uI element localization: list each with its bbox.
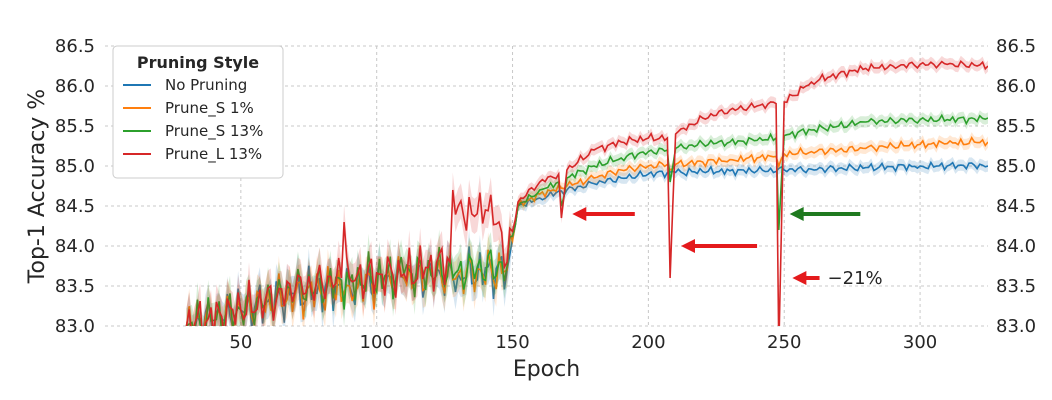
arrow-label-3: −21%: [828, 268, 883, 289]
x-tick-label: 250: [767, 332, 801, 353]
series-band-0: [186, 156, 988, 326]
y-tick-label-right: 83.5: [996, 276, 1036, 297]
x-tick-label: 150: [495, 332, 529, 353]
grid: [105, 45, 988, 327]
x-tick-label: 200: [631, 332, 665, 353]
x-axis-title: Epoch: [513, 357, 580, 382]
legend-label-1: Prune_S 1%: [165, 99, 254, 118]
legend-box: [112, 45, 284, 179]
y-tick-label-right: 86.5: [996, 36, 1036, 57]
y-tick-label: 86.5: [55, 36, 95, 57]
y-tick-label: 83.5: [55, 276, 95, 297]
series-line-0: [185, 160, 988, 326]
y-tick-label-right: 85.5: [996, 116, 1036, 137]
annotations: −21%: [572, 207, 883, 289]
y-tick-label: 86.0: [55, 76, 95, 97]
legend-label-2: Prune_S 13%: [165, 122, 263, 141]
y-tick-label: 83.0: [55, 316, 95, 337]
y-tick-label-right: 84.5: [996, 196, 1036, 217]
arrow-head-2: [789, 207, 804, 221]
y-tick-label-right: 86.0: [996, 76, 1036, 97]
series-band-3: [186, 55, 988, 326]
y-axis-left: 83.0 83.5 84.0 84.5 85.0 85.5 86.0 86.5: [55, 36, 95, 337]
y-tick-label: 84.5: [55, 196, 95, 217]
y-axis-title: Top-1 Accuracy %: [25, 89, 50, 284]
legend: Pruning Style No Pruning Prune_S 1% Prune_…: [112, 45, 284, 179]
x-axis: 50 100 150 200 250 300: [229, 332, 937, 353]
series-clip: [185, 55, 988, 326]
series-line-1: [185, 136, 988, 326]
y-tick-label-right: 85.0: [996, 156, 1036, 177]
x-tick-label: 100: [360, 332, 394, 353]
arrow-head-1: [680, 239, 695, 253]
y-tick-label-right: 83.0: [996, 316, 1036, 337]
x-tick-label: 50: [229, 332, 252, 353]
y-tick-label: 84.0: [55, 236, 95, 257]
y-tick-label-right: 84.0: [996, 236, 1036, 257]
x-tick-label: 300: [903, 332, 937, 353]
y-tick-label: 85.0: [55, 156, 95, 177]
legend-label-3: Prune_L 13%: [165, 145, 262, 164]
y-axis-right: 83.0 83.5 84.0 84.5 85.0 85.5 86.0 86.5: [996, 36, 1036, 337]
y-tick-label: 85.5: [55, 116, 95, 137]
series-group: [185, 55, 988, 326]
series-line-3: [185, 60, 988, 326]
arrow-head-0: [572, 207, 587, 221]
arrow-head-3: [792, 271, 807, 285]
legend-items: No Pruning Prune_S 1% Prune_S 13% Prune_L 1…: [123, 76, 263, 164]
legend-title: Pruning Style: [137, 53, 259, 72]
legend-label-0: No Pruning: [165, 76, 247, 94]
